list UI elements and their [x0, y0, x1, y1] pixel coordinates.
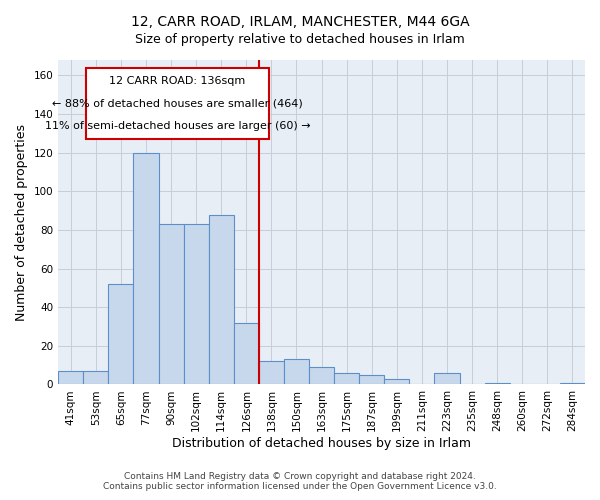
- Text: 12 CARR ROAD: 136sqm: 12 CARR ROAD: 136sqm: [109, 76, 245, 86]
- Text: 12, CARR ROAD, IRLAM, MANCHESTER, M44 6GA: 12, CARR ROAD, IRLAM, MANCHESTER, M44 6G…: [131, 15, 469, 29]
- Text: ← 88% of detached houses are smaller (464): ← 88% of detached houses are smaller (46…: [52, 98, 303, 108]
- X-axis label: Distribution of detached houses by size in Irlam: Distribution of detached houses by size …: [172, 437, 471, 450]
- Y-axis label: Number of detached properties: Number of detached properties: [15, 124, 28, 320]
- Bar: [234, 322, 259, 384]
- Bar: [485, 382, 510, 384]
- Bar: [58, 371, 83, 384]
- Bar: [259, 362, 284, 384]
- Bar: [284, 360, 309, 384]
- FancyBboxPatch shape: [86, 68, 269, 139]
- Bar: [109, 284, 133, 384]
- Bar: [209, 214, 234, 384]
- Bar: [385, 378, 409, 384]
- Text: Contains HM Land Registry data © Crown copyright and database right 2024.: Contains HM Land Registry data © Crown c…: [124, 472, 476, 481]
- Text: Size of property relative to detached houses in Irlam: Size of property relative to detached ho…: [135, 32, 465, 46]
- Text: 11% of semi-detached houses are larger (60) →: 11% of semi-detached houses are larger (…: [44, 120, 310, 130]
- Bar: [334, 373, 359, 384]
- Bar: [434, 373, 460, 384]
- Bar: [158, 224, 184, 384]
- Text: Contains public sector information licensed under the Open Government Licence v3: Contains public sector information licen…: [103, 482, 497, 491]
- Bar: [184, 224, 209, 384]
- Bar: [83, 371, 109, 384]
- Bar: [309, 367, 334, 384]
- Bar: [560, 382, 585, 384]
- Bar: [359, 375, 385, 384]
- Bar: [133, 152, 158, 384]
